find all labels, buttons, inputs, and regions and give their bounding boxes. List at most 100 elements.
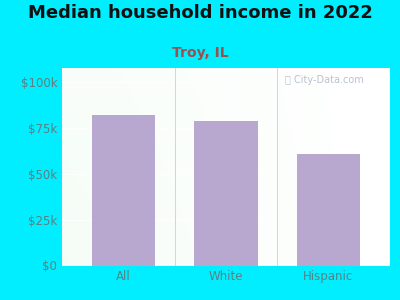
Bar xyxy=(177,89,180,91)
Bar xyxy=(292,143,295,145)
Bar xyxy=(242,80,246,81)
Bar xyxy=(160,214,164,216)
Bar xyxy=(236,254,239,256)
Bar xyxy=(302,262,305,263)
Bar xyxy=(302,182,305,184)
Bar xyxy=(351,169,354,170)
Bar xyxy=(344,159,347,161)
Bar xyxy=(292,238,295,240)
Bar xyxy=(226,188,229,190)
Bar xyxy=(174,194,177,196)
Bar xyxy=(150,234,154,236)
Bar xyxy=(351,224,354,226)
Bar xyxy=(111,113,114,115)
Bar xyxy=(131,81,134,83)
Bar xyxy=(305,206,308,208)
Bar xyxy=(170,220,174,222)
Bar xyxy=(262,216,265,218)
Bar xyxy=(220,204,223,206)
Bar xyxy=(259,214,262,216)
Bar xyxy=(216,186,220,188)
Bar xyxy=(98,121,101,123)
Bar xyxy=(206,125,210,127)
Bar xyxy=(193,107,196,109)
Bar xyxy=(72,109,75,111)
Bar xyxy=(387,234,390,236)
Bar xyxy=(232,101,236,103)
Bar xyxy=(295,214,298,216)
Bar xyxy=(223,218,226,220)
Bar xyxy=(374,224,377,226)
Bar xyxy=(354,254,357,256)
Bar xyxy=(256,188,259,190)
Bar xyxy=(298,240,302,242)
Bar xyxy=(387,212,390,214)
Bar xyxy=(328,125,331,127)
Bar xyxy=(108,103,111,105)
Bar xyxy=(121,91,124,93)
Bar xyxy=(196,263,200,266)
Bar xyxy=(305,260,308,262)
Bar xyxy=(160,222,164,224)
Bar xyxy=(144,163,147,164)
Bar xyxy=(82,260,85,262)
Bar xyxy=(92,75,95,77)
Bar xyxy=(295,141,298,143)
Bar xyxy=(229,196,232,198)
Bar xyxy=(292,137,295,139)
Bar xyxy=(193,121,196,123)
Bar xyxy=(229,184,232,186)
Bar xyxy=(226,202,229,204)
Bar xyxy=(170,222,174,224)
Bar xyxy=(321,81,324,83)
Bar xyxy=(147,103,150,105)
Bar xyxy=(324,263,328,266)
Bar xyxy=(282,200,285,202)
Bar xyxy=(262,127,265,129)
Bar xyxy=(75,109,78,111)
Bar xyxy=(157,204,160,206)
Bar xyxy=(360,107,364,109)
Bar xyxy=(308,170,311,172)
Bar xyxy=(314,80,318,81)
Bar xyxy=(331,141,334,143)
Bar xyxy=(239,246,242,248)
Bar xyxy=(380,127,384,129)
Bar xyxy=(154,107,157,109)
Bar xyxy=(196,234,200,236)
Bar xyxy=(275,242,278,244)
Bar xyxy=(72,85,75,87)
Bar xyxy=(288,194,292,196)
Bar xyxy=(114,254,118,256)
Bar xyxy=(177,182,180,184)
Bar xyxy=(282,190,285,192)
Bar xyxy=(288,212,292,214)
Bar xyxy=(377,180,380,182)
Bar xyxy=(259,176,262,178)
Bar xyxy=(128,200,131,202)
Bar xyxy=(124,172,128,174)
Bar xyxy=(220,178,223,180)
Bar xyxy=(249,123,252,125)
Bar xyxy=(314,220,318,222)
Bar xyxy=(193,133,196,135)
Bar xyxy=(298,149,302,151)
Bar xyxy=(321,178,324,180)
Bar xyxy=(82,145,85,147)
Bar xyxy=(272,101,275,103)
Bar xyxy=(364,99,367,101)
Bar xyxy=(328,111,331,113)
Bar xyxy=(220,105,223,107)
Bar xyxy=(174,254,177,256)
Bar xyxy=(210,164,213,166)
Bar xyxy=(174,226,177,228)
Bar xyxy=(252,93,256,95)
Bar xyxy=(387,113,390,115)
Bar xyxy=(160,194,164,196)
Bar xyxy=(318,77,321,80)
Bar xyxy=(360,176,364,178)
Bar xyxy=(282,143,285,145)
Bar xyxy=(174,198,177,200)
Bar xyxy=(220,149,223,151)
Bar xyxy=(144,159,147,161)
